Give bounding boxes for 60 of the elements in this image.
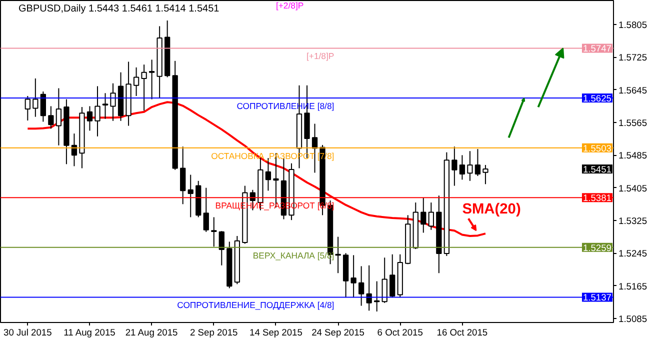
candlestick [467,150,473,182]
candlestick [148,59,155,100]
candlestick [350,254,356,298]
candlestick [366,264,372,312]
candlestick [188,174,194,218]
ref-line-label: [+1/8]P [306,51,334,62]
y-tick-label: 1.5725 [618,52,648,63]
text: 1.5451 [582,164,612,175]
x-tick-label: 16 Oct 2015 [436,328,488,338]
candlestick [218,230,224,266]
x-tick-label: 14 Sep 2015 [250,328,302,338]
candlestick [48,106,54,130]
annotation: 1.5503 [582,143,612,154]
candlestick [102,92,108,120]
annotation: 1.5137 [582,292,612,303]
y-tick-label: 1.5805 [618,20,648,30]
candlestick [180,146,186,205]
candlestick [94,86,100,137]
candlestick [203,187,209,232]
x-tick-label: 11 Aug 2015 [64,328,116,338]
x-tick-label: 6 Oct 2015 [377,328,423,338]
annotation: 1.5625 [582,94,612,104]
y-tick-label: 1.5165 [618,281,648,292]
series-label: SMA(20) [462,202,521,218]
candlestick [452,146,458,186]
candlestick [141,64,147,112]
candlestick [428,202,434,230]
candlestick [390,254,396,298]
x-tick-label: 2 Sep 2015 [190,328,238,338]
annotation: 1.5381 [582,193,612,204]
y-tick-label: 1.5325 [618,216,648,226]
candlestick [335,236,341,274]
annotation: 1.5259 [582,242,612,253]
y-tick-label: 1.5085 [618,314,648,324]
annotation: [+2/8]P [276,0,304,10]
y-tick-label: 1.5645 [618,85,648,96]
candlestick [420,197,426,234]
candlestick [86,106,93,132]
ref-line-label: СОПРОТИВЛЕНИЕ_ПОДДЕРЖКА [4/8] [177,300,334,310]
x-tick-label: 24 Sep 2015 [312,328,365,338]
y-tick-label: 1.5485 [618,150,648,161]
chart-title: GBPUSD,Daily 1.5443 1.5461 1.5414 1.5451 [18,4,220,14]
x-tick-label: 30 Jul 2015 [4,328,52,338]
candlestick [133,66,140,96]
annotation: 1.5747 [582,44,612,54]
candlestick [56,88,62,146]
candlestick [110,82,116,122]
x-tick-label: 21 Aug 2015 [125,328,178,338]
candlestick [382,257,388,304]
candlestick [482,164,488,185]
candlestick [24,96,30,121]
candlestick [211,216,217,248]
y-tick-label: 1.5405 [618,183,648,194]
candlestick [32,78,38,118]
candlestick [40,91,46,122]
y-tick-label: 1.5245 [618,248,648,259]
candlestick [459,154,466,180]
y-tick-label: 1.5565 [618,118,648,128]
candlestick [358,266,364,306]
candlestick [474,148,481,176]
